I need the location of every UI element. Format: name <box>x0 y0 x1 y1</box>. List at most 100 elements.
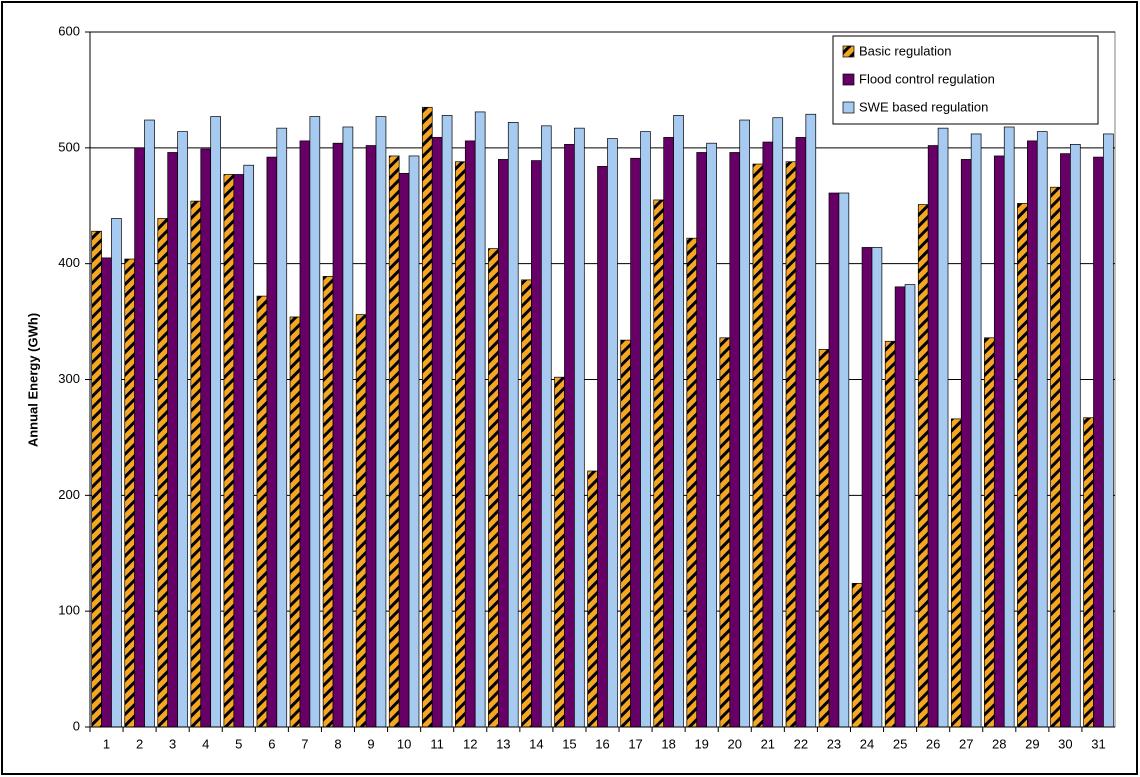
x-tick-label: 7 <box>301 736 308 751</box>
bar <box>488 248 499 728</box>
legend-label: Flood control regulation <box>859 71 995 86</box>
x-tick-label: 30 <box>1058 736 1072 751</box>
bar <box>937 127 949 728</box>
bar <box>167 152 178 728</box>
bar <box>1060 153 1071 728</box>
bar <box>762 141 774 728</box>
bar <box>200 148 212 728</box>
bar <box>620 339 631 728</box>
bar <box>772 117 784 728</box>
x-tick-label: 18 <box>661 736 675 751</box>
bar <box>554 376 565 728</box>
bar <box>640 131 651 728</box>
legend-box <box>832 35 1099 125</box>
bar <box>1027 140 1038 728</box>
x-tick-label: 27 <box>959 736 973 751</box>
x-tick-label: 11 <box>430 736 444 751</box>
bar <box>630 157 641 728</box>
x-tick-label: 12 <box>463 736 477 751</box>
x-tick-label: 10 <box>397 736 411 751</box>
bar <box>124 258 135 728</box>
y-tick-label: 600 <box>58 23 80 38</box>
bar <box>233 174 245 728</box>
x-tick-label: 9 <box>367 736 374 751</box>
bar <box>474 111 486 728</box>
bar <box>993 155 1005 728</box>
x-tick-label: 1 <box>103 736 110 751</box>
bar <box>365 145 377 728</box>
x-tick-label: 17 <box>628 736 642 751</box>
bar <box>421 106 433 728</box>
x-tick-label: 16 <box>595 736 609 751</box>
bar <box>157 218 169 728</box>
x-tick-label: 8 <box>334 736 341 751</box>
x-tick-label: 14 <box>529 736 543 751</box>
bar <box>861 247 873 728</box>
bar <box>375 116 387 728</box>
bar <box>210 116 221 728</box>
bar <box>587 470 598 728</box>
x-tick-label: 3 <box>169 736 176 751</box>
bar <box>455 161 466 728</box>
bar <box>785 161 797 728</box>
bar <box>355 314 367 728</box>
bar <box>950 418 962 728</box>
x-tick-label: 13 <box>496 736 510 751</box>
bar <box>177 131 188 728</box>
bar <box>431 137 443 728</box>
bar <box>686 237 698 728</box>
x-tick-label: 29 <box>1025 736 1039 751</box>
bar <box>276 127 288 728</box>
x-tick-label: 23 <box>827 736 841 751</box>
bar <box>838 192 850 728</box>
y-axis-title: Annual Energy (GWh) <box>25 313 40 447</box>
legend-swatch <box>842 45 855 58</box>
bar <box>531 160 542 728</box>
x-tick-label: 20 <box>728 736 742 751</box>
y-tick-label: 0 <box>73 718 80 733</box>
bar <box>564 144 575 728</box>
bar <box>1070 144 1081 728</box>
bar <box>332 142 344 728</box>
bar <box>805 113 817 728</box>
bar <box>1093 156 1104 728</box>
x-tick-label: 15 <box>562 736 576 751</box>
bar <box>719 337 731 728</box>
bar <box>574 127 585 728</box>
bar <box>818 349 830 728</box>
bar <box>653 199 665 728</box>
bar <box>960 159 972 728</box>
bar <box>984 337 995 728</box>
x-tick-label: 4 <box>202 736 209 751</box>
bar <box>1017 203 1028 728</box>
bar <box>190 200 202 728</box>
bar <box>256 295 268 728</box>
bar <box>322 276 334 728</box>
bar <box>1083 417 1094 728</box>
bar <box>309 116 321 728</box>
x-tick-label: 19 <box>694 736 708 751</box>
bar <box>607 138 618 728</box>
bar <box>266 156 278 728</box>
bar <box>398 172 410 728</box>
bar <box>243 164 255 728</box>
bar <box>144 119 155 728</box>
bar <box>673 115 684 728</box>
bar <box>597 166 608 728</box>
y-tick-label: 100 <box>58 603 80 618</box>
bar <box>521 279 532 728</box>
bar <box>706 142 717 728</box>
y-tick-label: 300 <box>58 371 80 386</box>
bar <box>497 159 509 728</box>
bar <box>507 121 519 728</box>
bar <box>729 152 741 728</box>
bar <box>795 137 807 728</box>
bar <box>696 152 708 728</box>
bar <box>441 115 453 728</box>
legend-label: Basic regulation <box>859 43 952 58</box>
bar <box>91 230 102 728</box>
bar <box>884 340 896 728</box>
bar <box>101 257 112 728</box>
x-tick-label: 5 <box>235 736 242 751</box>
